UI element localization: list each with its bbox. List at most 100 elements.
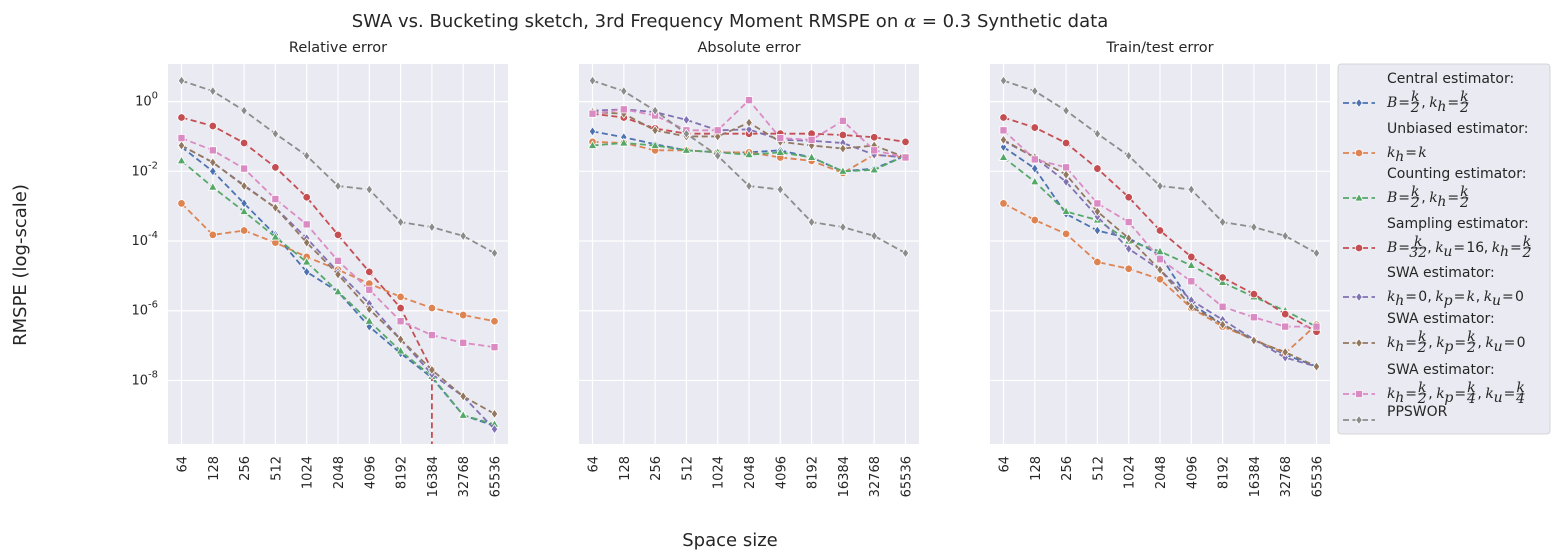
data-point [999,134,1008,146]
data-point [1249,313,1258,322]
legend-marker [1355,414,1363,426]
svg-text:p: p [1444,339,1453,355]
svg-text:,: , [1428,386,1432,402]
svg-text:k: k [1411,184,1419,200]
svg-text:B: B [1386,240,1397,256]
x-tick-label: 256 [649,456,664,481]
series-4 [999,113,1321,336]
data-point [1031,163,1039,174]
series-line [592,130,906,173]
svg-text:2: 2 [1522,245,1532,261]
panel-title: Relative error [289,40,387,56]
svg-text:=: = [1405,335,1417,351]
legend-label: Unbiased estimator: [1387,121,1529,137]
series-3 [176,155,500,428]
svg-text:0: 0 [1515,289,1524,305]
data-point [1029,176,1040,186]
svg-text:p: p [1444,390,1453,406]
data-point [1155,275,1165,284]
data-point [1280,309,1290,319]
svg-text:2: 2 [1466,340,1476,356]
data-point [271,128,280,139]
figure-title-part2: = 0.3 Synthetic data [916,11,1108,32]
data-point [365,267,374,277]
data-point [1061,138,1071,148]
x-tick-label: 8192 [1217,456,1232,489]
svg-text:k: k [1387,289,1395,305]
legend-label: SWA estimator: [1387,311,1495,327]
series-line [592,108,906,159]
data-point [1062,105,1070,116]
svg-text:u: u [1494,390,1503,406]
data-point [1093,225,1102,236]
data-point [364,315,375,325]
x-tick-label: 1024 [1123,456,1138,489]
svg-text:k: k [1467,380,1475,396]
series-line [181,116,433,444]
svg-text:u: u [1443,244,1452,260]
data-point [396,334,405,345]
data-point [1218,216,1227,228]
svg-text:k: k [1492,240,1500,256]
svg-text:k: k [1485,386,1493,402]
data-point [396,317,405,326]
x-tick-label: 32768 [1279,456,1294,497]
data-point [999,141,1008,153]
data-point [490,247,499,259]
data-point [1187,184,1196,195]
data-point [1062,163,1071,172]
figure-title-part1: SWA vs. Bucketing sketch, 3rd Frequency … [352,11,904,32]
y-tick-label: 100 [135,91,158,110]
x-tick-label: 2048 [743,456,758,489]
panel-title: Absolute error [697,40,800,56]
data-point [1281,346,1289,358]
svg-text:k: k [1523,234,1531,250]
data-point [365,184,374,195]
svg-text:k: k [1436,386,1444,402]
legend-params: B = k2, k h = k2 [1386,89,1469,116]
data-point [459,338,468,347]
data-point [1312,322,1321,331]
series-2 [177,199,499,326]
legend-entry-7: SWA estimator:k h = k2, k p = k4, k u = k4 [1343,362,1525,407]
data-point [396,292,405,302]
data-point [490,317,499,326]
data-point [1124,193,1133,202]
svg-text:,: , [1477,335,1481,351]
data-point [1124,264,1133,273]
data-point [713,126,722,135]
x-tick-label: 65536 [900,456,915,497]
data-point [838,116,847,125]
x-tick-label: 65536 [489,456,504,497]
x-tick-label: 1024 [301,456,316,489]
data-point [458,409,469,419]
data-point [208,146,217,155]
data-point [870,146,879,155]
data-point [428,364,436,376]
legend-marker [1354,243,1364,253]
y-tick-label: 10-4 [131,230,158,249]
svg-text:=: = [1454,289,1466,305]
svg-text:u: u [1492,293,1501,309]
data-point [1061,229,1071,239]
data-point [999,113,1008,122]
data-point [1281,352,1289,363]
data-point [302,150,311,161]
svg-text:4: 4 [1466,391,1476,407]
svg-text:p: p [1444,293,1453,309]
svg-text:h: h [1437,194,1446,210]
data-point [302,266,311,278]
svg-text:=: = [1405,386,1417,402]
data-point [619,105,628,114]
legend-label: Central estimator: [1387,71,1514,87]
y-tick-label: 10-6 [131,300,158,319]
legend-label: Sampling estimator: [1387,216,1529,232]
svg-text:4: 4 [1515,391,1525,407]
series-line [180,202,495,323]
svg-text:=: = [1454,386,1466,402]
legend-params: B = k2, k h = k2 [1386,184,1469,211]
svg-text:16: 16 [1466,240,1484,256]
panel-2: 64 128 256 512 1024 2048 4096 8192 16384 32768 655… [579,40,919,497]
data-point [901,137,910,147]
x-tick-label: 128 [207,456,222,481]
